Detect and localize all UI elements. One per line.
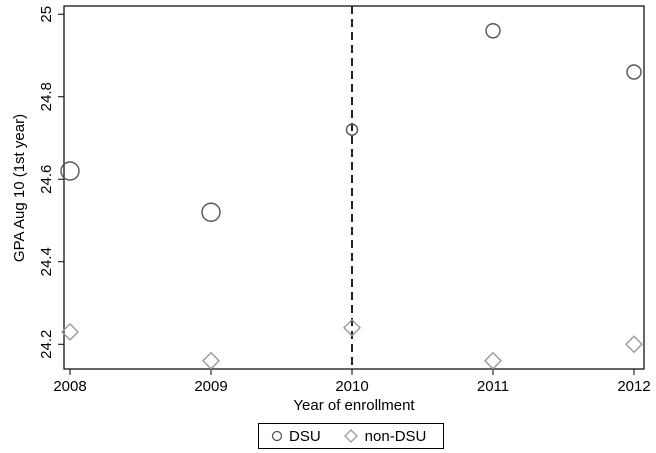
y-tick-label: 24.6 (38, 165, 55, 194)
y-tick-label: 25 (38, 6, 55, 23)
plot-frame (63, 5, 645, 370)
x-tick-label: 2008 (53, 378, 86, 395)
legend-item-non-dsu: non-DSU (343, 427, 427, 445)
non-dsu-point (61, 322, 79, 341)
non-dsu-point (343, 318, 361, 337)
dsu-point (345, 123, 359, 136)
x-tick-label: 2011 (477, 378, 509, 395)
y-tick-label: 24.4 (38, 247, 55, 276)
y-tick-label: 24.2 (38, 330, 55, 359)
circle-marker-icon (271, 430, 283, 442)
legend-item-dsu: DSU (271, 428, 321, 445)
legend-label-non-dsu: non-DSU (364, 427, 427, 445)
legend-label-dsu: DSU (289, 427, 321, 445)
dsu-point (60, 161, 80, 181)
dsu-point (485, 23, 501, 39)
non-dsu-point (202, 351, 220, 370)
y-axis: 24.2 24.4 24.6 24.8 25 (38, 6, 64, 359)
dsu-point (201, 202, 221, 222)
data-points (60, 23, 643, 370)
y-axis-title: GPA Aug 10 (1st year) (11, 114, 28, 262)
y-tick-label: 24.8 (38, 82, 55, 111)
non-dsu-point (625, 335, 643, 354)
x-tick-label: 2010 (335, 378, 368, 395)
non-dsu-point (484, 351, 502, 370)
x-axis-title: Year of enrollment (293, 397, 415, 414)
dsu-point (626, 64, 642, 80)
x-tick-label: 2009 (194, 378, 227, 395)
diamond-marker-icon (343, 429, 358, 443)
legend: DSU non-DSU (258, 423, 444, 449)
x-tick-label: 2012 (617, 378, 650, 395)
x-axis: 2008 2009 2010 2011 2012 (53, 369, 651, 395)
